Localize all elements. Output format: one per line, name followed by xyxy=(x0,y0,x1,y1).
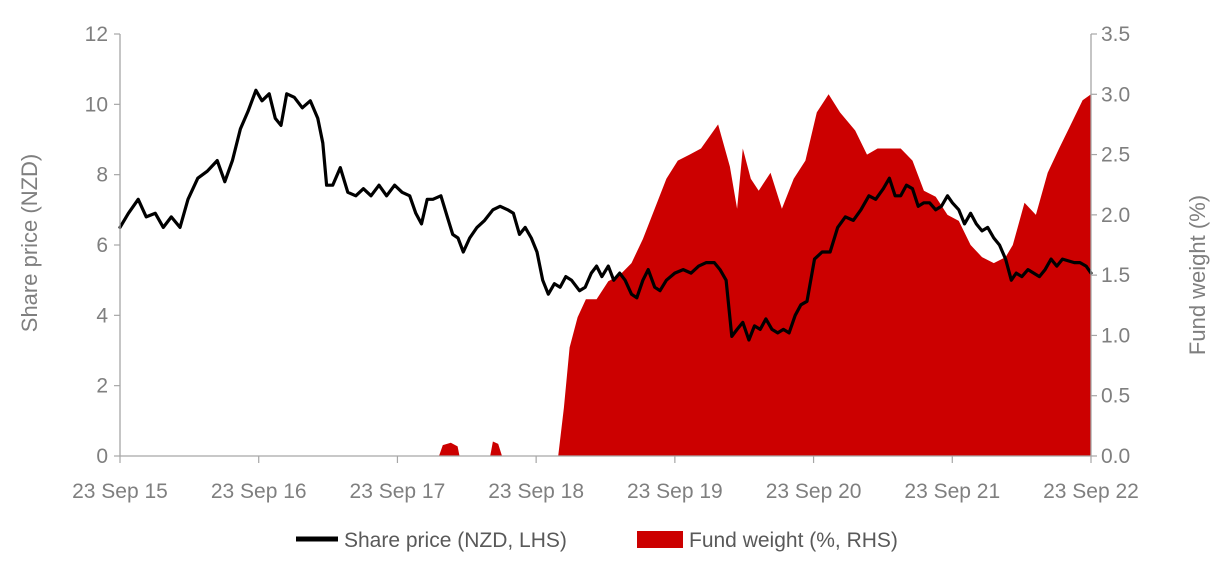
share-price-line xyxy=(118,88,1093,342)
x-tick-label: 23 Sep 19 xyxy=(627,480,723,503)
x-tick-label: 23 Sep 22 xyxy=(1043,480,1139,503)
legend-label-fund-weight: Fund weight (%, RHS) xyxy=(689,529,898,552)
right-tick-label: 3.0 xyxy=(1101,83,1130,106)
left-tick-label: 6 xyxy=(96,234,108,257)
share-price-line-layer xyxy=(118,88,1093,342)
legend-swatch-fund-weight xyxy=(637,531,683,548)
x-tick-label: 23 Sep 17 xyxy=(350,480,446,503)
left-tick-label: 10 xyxy=(85,93,108,116)
x-tick-label: 23 Sep 16 xyxy=(211,480,307,503)
x-tick-label: 23 Sep 18 xyxy=(488,480,584,503)
legend-label-share-price: Share price (NZD, LHS) xyxy=(344,529,567,552)
left-tick-label: 0 xyxy=(96,445,108,468)
left-tick-label: 8 xyxy=(96,164,108,187)
x-tick-label: 23 Sep 15 xyxy=(72,480,168,503)
right-tick-label: 2.5 xyxy=(1101,144,1130,167)
right-tick-label: 1.5 xyxy=(1101,264,1130,287)
left-axis-title: Share price (NZD) xyxy=(17,154,42,332)
left-tick-label: 4 xyxy=(96,304,108,327)
right-tick-label: 1.0 xyxy=(1101,324,1130,347)
legend: Share price (NZD, LHS) Fund weight (%, R… xyxy=(296,529,898,552)
right-tick-label: 2.0 xyxy=(1101,204,1130,227)
axes-layer xyxy=(114,33,1097,463)
x-tick-label: 23 Sep 20 xyxy=(766,480,862,503)
x-tick-label: 23 Sep 21 xyxy=(904,480,1000,503)
right-axis-title: Fund weight (%) xyxy=(1185,195,1210,355)
fund-weight-area xyxy=(120,94,1091,457)
left-tick-label: 2 xyxy=(96,375,108,398)
right-tick-label: 3.5 xyxy=(1101,23,1130,46)
right-tick-label: 0.5 xyxy=(1101,385,1130,408)
tick-labels-layer: 0 2 4 6 8 10 12 0.0 0.5 1.0 1.5 2.0 2.5 3.0 3.5 23 Sep … xyxy=(72,23,1139,503)
left-tick-label: 12 xyxy=(85,23,108,46)
fund-weight-area-layer xyxy=(120,94,1091,457)
right-tick-label: 0.0 xyxy=(1101,445,1130,468)
